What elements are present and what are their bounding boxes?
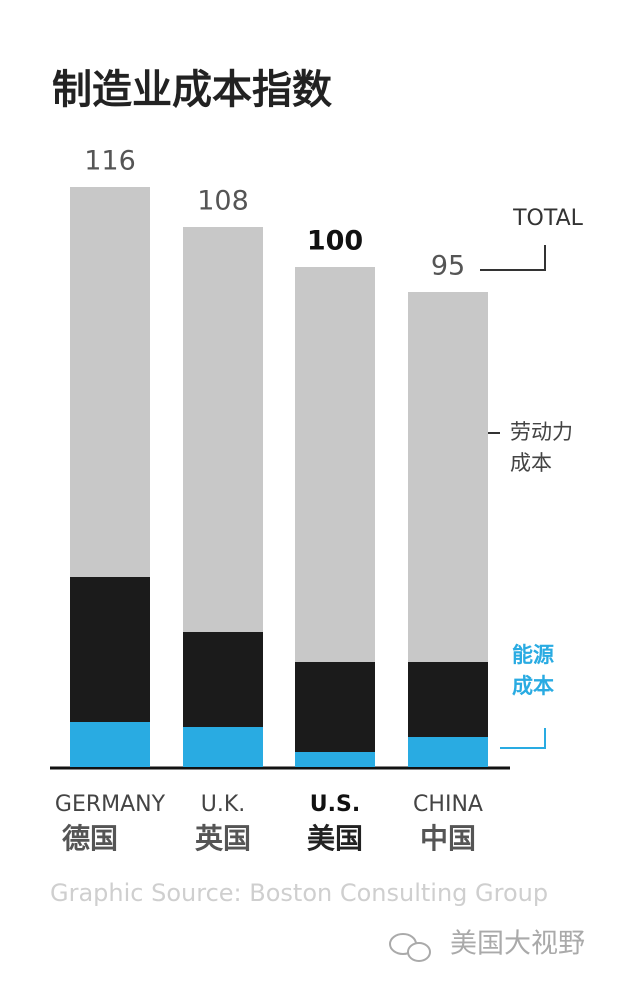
x-tick-label-zh: 中国	[420, 822, 476, 855]
bar-segment	[408, 662, 488, 737]
x-tick-label: CHINA	[413, 792, 483, 817]
total-label: 95	[431, 251, 465, 282]
bar-segment	[295, 752, 375, 767]
total-annotation: TOTAL	[512, 206, 584, 231]
bar-segment	[183, 632, 263, 727]
x-tick-label: U.K.	[201, 792, 246, 817]
total-label: 100	[307, 226, 363, 257]
x-tick-label-zh: 美国	[307, 822, 363, 855]
source: Graphic Source: Boston Consulting Group	[50, 879, 548, 907]
bar-segment	[70, 722, 150, 767]
bar-segment	[183, 727, 263, 767]
bar-segment	[295, 267, 375, 662]
bar-segment	[183, 227, 263, 632]
total-leader	[480, 245, 546, 271]
x-tick-label: GERMANY	[55, 792, 166, 817]
bar-segment	[408, 292, 488, 662]
bar-segment	[70, 577, 150, 722]
bar-segment	[295, 662, 375, 752]
labor-legend: 劳动力成本	[510, 420, 573, 475]
x-tick-label-zh: 英国	[195, 822, 251, 855]
total-label: 108	[197, 186, 249, 217]
wechat-icon	[389, 933, 431, 962]
energy-legend: 能源成本	[512, 643, 554, 698]
bar-segment	[408, 737, 488, 767]
x-tick-label: U.S.	[310, 792, 360, 817]
chart-title: 制造业成本指数	[52, 67, 332, 113]
x-tick-label-zh: 德国	[62, 822, 118, 855]
watermark: 美国大视野	[450, 929, 585, 960]
energy-leader	[500, 728, 546, 749]
total-label: 116	[84, 146, 136, 177]
bar-segment	[70, 187, 150, 577]
